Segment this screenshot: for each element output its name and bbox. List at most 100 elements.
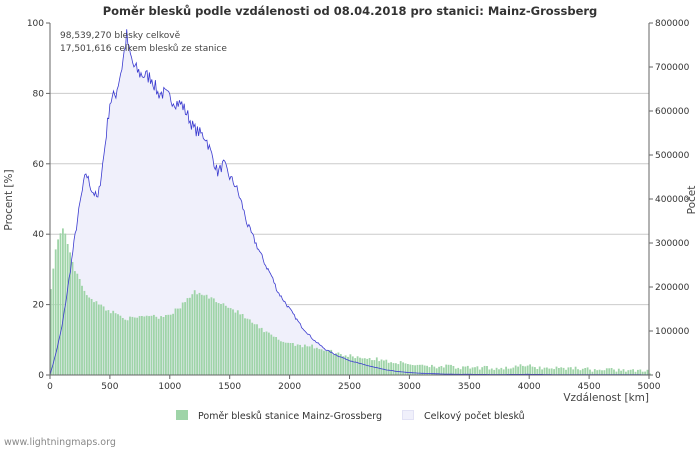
ratio-bar [153,314,155,375]
station-ratio-bars [49,29,651,376]
ratio-bar [431,364,433,375]
ratio-bar [419,364,421,375]
ratio-bar [435,368,438,375]
ratio-bar [181,302,184,375]
ratio-bar [215,302,218,375]
ratio-bar [251,322,254,375]
ratio-bar [313,348,316,375]
ratio-bar [486,366,488,375]
ratio-bar [507,368,510,375]
site-credit: www.lightningmaps.org [4,437,116,448]
ratio-bar [59,233,62,375]
ratio-bar [589,369,591,375]
ratio-bar [428,367,431,375]
ratio-bar [493,369,496,375]
ratio-bar [191,294,194,375]
ratio-bar [354,358,357,375]
legend-label-ratio: Poměr blesků stanice Mainz-Grossberg [198,411,383,422]
ratio-bar [114,313,117,375]
ratio-bar [637,369,639,375]
y-right-tick-label: 800000 [655,19,690,29]
ratio-bar [603,370,606,375]
y-right-tick-label: 400000 [655,195,690,205]
ratio-bar [361,358,364,375]
ratio-bar [184,302,186,375]
ratio-bar [222,303,225,375]
ratio-bar [452,366,455,375]
ratio-bar [337,352,340,375]
y-axis-label-right: Počet [686,186,698,215]
ratio-bar [54,249,57,375]
ratio-bar [220,304,222,375]
legend-swatch-total [402,410,414,420]
ratio-bar [531,366,534,375]
ratio-bar [529,364,531,375]
ratio-bar [426,365,428,375]
ratio-bar [155,316,158,375]
ratio-bar [270,334,273,375]
ratio-bar [76,273,79,375]
ratio-bar [433,366,436,375]
ratio-bar [339,354,342,375]
ratio-bar [383,360,385,375]
ratio-bar [186,298,189,375]
ratio-bar [62,228,64,375]
ratio-bar [627,370,630,375]
ratio-bar [596,370,599,375]
ratio-bar [189,297,191,375]
ratio-bar [586,367,589,375]
ratio-bar [565,369,567,375]
ratio-bar [50,289,52,375]
ratio-bar [205,294,208,375]
ratio-bar [534,367,536,375]
ratio-bar [227,307,230,375]
ratio-bar [558,368,560,375]
ratio-bar [311,344,313,375]
y-left-tick-label: 20 [33,301,45,311]
ratio-bar [148,316,150,375]
ratio-bar [268,332,270,375]
ratio-bar [395,363,397,375]
ratio-bar [371,360,373,375]
ratio-bar [145,315,148,375]
ratio-bar [608,368,611,375]
ratio-bar [85,295,88,375]
ratio-bar [510,368,512,375]
ratio-bar [332,354,335,375]
ratio-bar [277,339,280,375]
ratio-bar [131,316,134,375]
ratio-bar [546,367,548,375]
ratio-bar [342,356,345,375]
ratio-bar [210,297,213,375]
ratio-bar [83,290,86,375]
ratio-bar [363,358,366,375]
ratio-bar [174,308,177,375]
y-left-tick-label: 100 [27,19,44,29]
ratio-bar [129,316,131,375]
ratio-bar [605,368,608,375]
ratio-bar [69,252,71,375]
ratio-bar [593,369,596,375]
ratio-bar [212,298,215,375]
ratio-bar [66,244,69,375]
ratio-bar [239,314,242,375]
ratio-bar [117,314,119,375]
ratio-bar [490,368,493,375]
ratio-bar [203,295,206,375]
ratio-bar [502,369,505,375]
ratio-bar [78,279,81,375]
annotation-total: 98,539,270 blesky celkově [60,31,181,41]
total-lightning-area [50,29,649,376]
ratio-bar [498,369,500,375]
ratio-bar [512,367,515,375]
ratio-bar [289,343,292,375]
ratio-bar [351,356,354,375]
ratio-bar [438,366,440,375]
ratio-bar [349,354,352,375]
ratio-bar [577,369,579,375]
ratio-bar [562,367,565,375]
ratio-bar [287,342,289,375]
ratio-bar [256,324,258,375]
y-right-tick-label: 600000 [655,107,690,117]
legend-item-total: Celkový počet blesků [402,410,525,422]
